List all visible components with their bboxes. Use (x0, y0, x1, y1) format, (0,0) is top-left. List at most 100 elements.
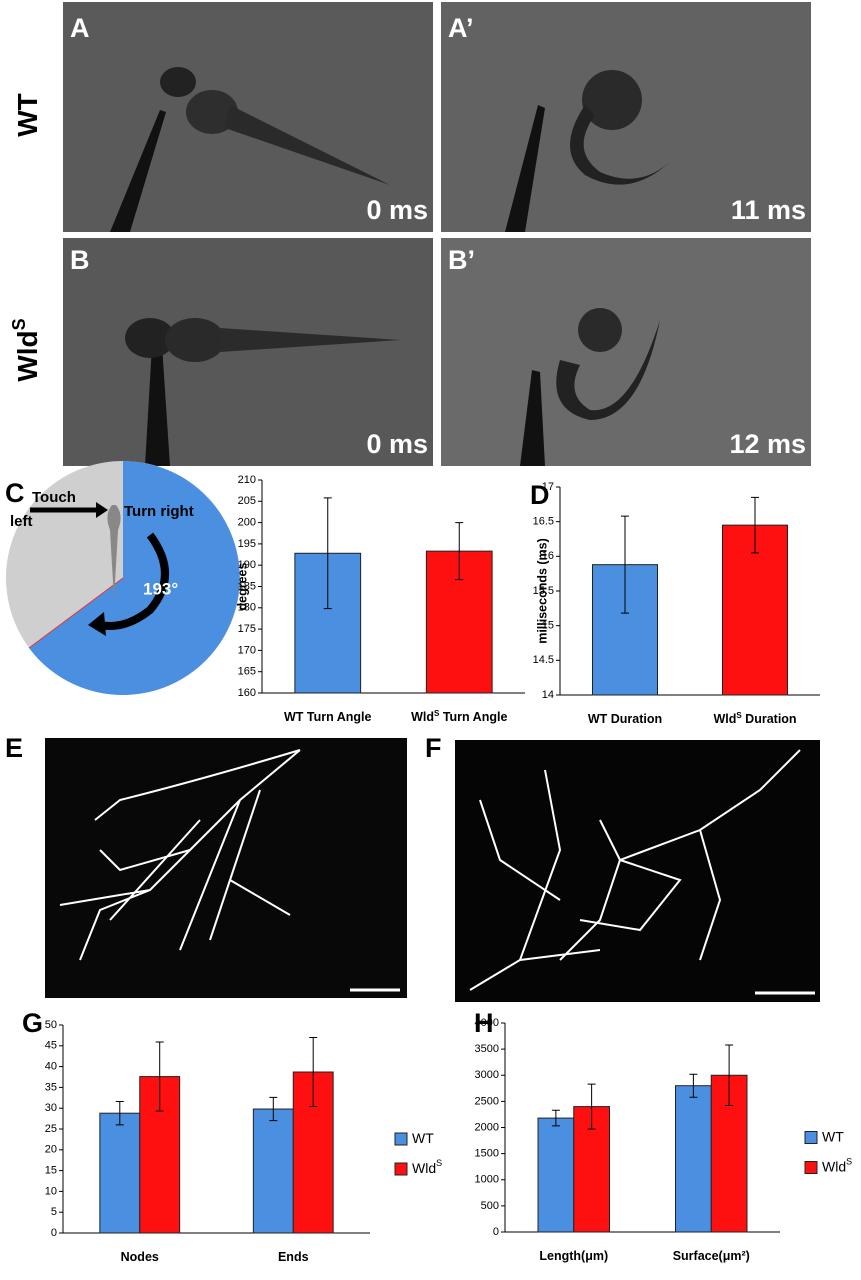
y-tick-label: 17 (542, 481, 554, 493)
panel-letter: D (530, 480, 550, 510)
legend-label-part: S (436, 1158, 442, 1168)
error-bar (115, 1101, 124, 1126)
pie-sector (29, 461, 240, 695)
y-tick-label: 40 (45, 1061, 57, 1073)
bar (99, 1112, 141, 1234)
x-tick-label-part: WT Turn Angle (284, 710, 372, 724)
photo-panels (63, 2, 811, 466)
x-tick-label-part: Ends (278, 1250, 309, 1264)
y-tick-label: 16.5 (533, 516, 554, 528)
y-axis-label: milliseconds (ms) (535, 538, 549, 644)
y-tick-label: 14.5 (533, 654, 554, 666)
panel-letter: A’ (448, 13, 474, 43)
sector-edge (28, 577, 124, 649)
needle (520, 370, 545, 466)
label: left (10, 513, 33, 530)
x-tick-label-part: Wld (411, 710, 434, 724)
larva (556, 320, 660, 420)
y-tick-label: 35 (45, 1081, 57, 1093)
x-tick-label-part: Length(μm) (539, 1249, 608, 1263)
larva (186, 90, 238, 134)
error-bar (551, 1109, 560, 1127)
x-tick-label: Length(μm) (539, 1249, 608, 1263)
larva (160, 67, 196, 97)
larva-icon (107, 505, 121, 600)
x-tick-label-part: WT Duration (588, 712, 662, 726)
error-bar (309, 1036, 318, 1108)
error-bar (455, 522, 464, 581)
panel-letter: F (425, 733, 442, 763)
time-label: 11 ms (731, 195, 806, 225)
legend-swatch (394, 1132, 408, 1146)
neuron-images (45, 738, 820, 1002)
y-tick-label: 170 (238, 644, 256, 656)
arbor (469, 749, 801, 991)
panel-letter: G (22, 1008, 43, 1038)
x-tick-label: WT Turn Angle (284, 710, 372, 724)
legend-swatch (804, 1161, 818, 1174)
y-tick-label: 180 (238, 602, 256, 614)
legend-label-part: WT (822, 1128, 844, 1144)
y-tick-label: 2500 (475, 1095, 499, 1107)
x-tick-label-part: Duration (742, 712, 797, 726)
error-bar (155, 1041, 164, 1112)
bar (675, 1085, 712, 1233)
error-bar (621, 515, 629, 614)
x-tick-label: WT Duration (588, 712, 662, 726)
row-label-part: Wld (12, 330, 43, 381)
label: Turn right (124, 503, 194, 520)
y-tick-label: 15.5 (533, 585, 554, 597)
turn-diagram (6, 461, 240, 695)
y-tick-label: 200 (238, 517, 256, 529)
image (455, 740, 820, 1002)
y-tick-label: 175 (238, 623, 256, 635)
legend-label: WldS (822, 1157, 852, 1174)
y-tick-label: 4000 (475, 1017, 499, 1029)
arrow-head (96, 502, 108, 518)
legend-label-part: Wld (822, 1158, 846, 1174)
y-tick-label: 205 (238, 495, 256, 507)
error-bar (587, 1083, 596, 1130)
time-label: 0 ms (366, 429, 428, 459)
y-axis-label: degrees (235, 562, 249, 610)
error-bar (689, 1073, 698, 1098)
larva (582, 70, 642, 130)
legend-swatch (394, 1162, 408, 1176)
panel-letter: B’ (448, 245, 475, 275)
larva (125, 318, 175, 358)
arrow-head (88, 612, 106, 636)
needle (145, 345, 170, 466)
error-bar (323, 497, 332, 610)
needle (505, 105, 545, 232)
panel-letter: B (70, 245, 90, 275)
y-tick-label: 16 (542, 550, 554, 562)
error-bar (751, 496, 759, 554)
x-tick-label: Ends (278, 1250, 309, 1264)
x-tick-label-part: Wld (713, 712, 736, 726)
y-tick-label: 1500 (475, 1148, 499, 1160)
error-bar (269, 1096, 278, 1122)
error-bar (725, 1044, 734, 1107)
photo (441, 238, 811, 466)
y-tick-label: 185 (238, 580, 256, 592)
larva (570, 105, 672, 185)
time-label: 12 ms (729, 429, 806, 459)
photo (63, 238, 433, 466)
y-tick-label: 3000 (475, 1069, 499, 1081)
x-tick-label: WldS Turn Angle (411, 709, 507, 725)
larva (578, 308, 622, 352)
image (45, 738, 407, 998)
x-tick-label-part: S (736, 711, 742, 720)
larva (165, 318, 225, 362)
bar (537, 1117, 575, 1233)
y-tick-label: 0 (51, 1227, 57, 1239)
row-label-part: S (9, 318, 29, 330)
panel-letter: H (474, 1008, 494, 1038)
y-tick-label: 0 (493, 1226, 499, 1238)
y-tick-label: 14 (542, 689, 554, 701)
larva (225, 105, 390, 185)
bar (252, 1108, 294, 1234)
time-label: 0 ms (366, 195, 428, 225)
y-tick-label: 160 (238, 687, 256, 699)
